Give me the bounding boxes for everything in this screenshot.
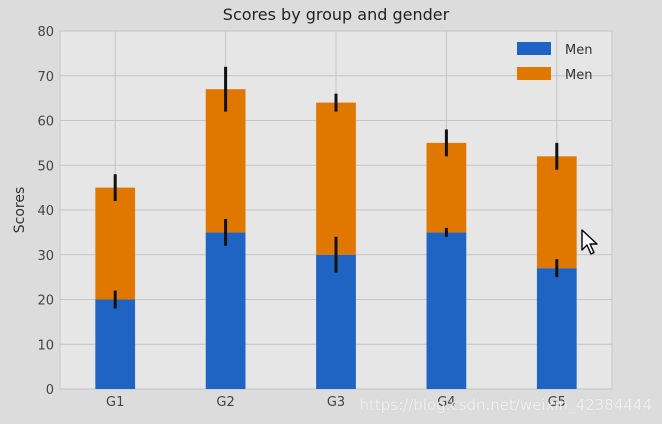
bar [536,156,577,269]
watermark: https://blog.csdn.net/weixin_42384444 [359,396,652,414]
y-tick-label: 40 [37,204,54,219]
mouse-cursor-icon [581,229,598,255]
chart-title: Scores by group and gender [223,5,450,24]
bar [316,254,356,389]
bar [95,187,136,300]
bar [426,142,467,233]
y-tick-label: 30 [37,249,54,264]
legend-label: Men [565,68,592,83]
y-tick-label: 70 [37,70,54,85]
y-tick-label: 80 [37,25,54,40]
y-tick-label: 60 [37,115,54,130]
legend-swatch [517,67,551,80]
legend: Men Men [517,42,592,83]
bar [205,232,246,389]
x-tick-label: G2 [216,395,234,410]
y-tick-label: 10 [37,338,54,353]
bar [205,89,246,233]
x-tick-label: G1 [106,395,124,410]
y-tick-label: 50 [37,159,54,174]
x-tick-label: G5 [548,395,566,410]
y-axis: 0 10 20 30 40 50 60 70 80 [37,25,54,398]
legend-label: Men [565,43,592,58]
x-tick-label: G3 [327,395,345,410]
bars [95,66,577,389]
bar [95,299,136,389]
bar [316,102,356,255]
y-tick-label: 0 [46,383,54,398]
legend-swatch [517,42,551,55]
x-tick-label: G4 [437,395,455,410]
y-tick-label: 20 [37,294,54,309]
x-axis: G1 G2 G3 G4 G5 [106,395,566,410]
bar [426,232,467,389]
bar [536,268,577,389]
y-axis-label: Scores [12,187,28,234]
